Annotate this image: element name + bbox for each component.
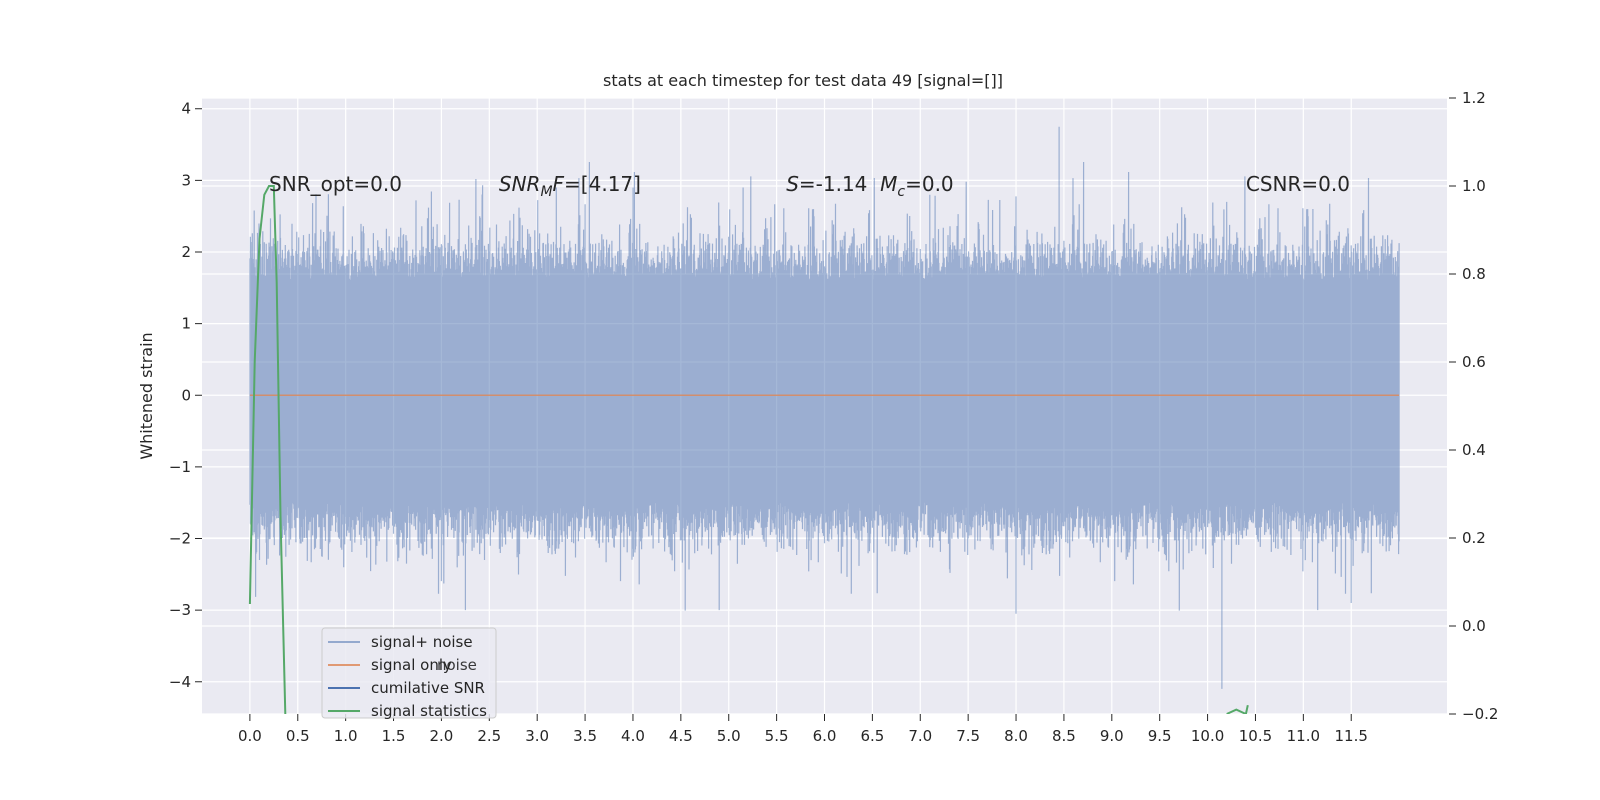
annotation-snr-opt: SNR_opt=0.0 (269, 172, 402, 196)
x-tick-label: 2.5 (477, 727, 501, 745)
x-tick-label: 0.5 (286, 727, 310, 745)
x-tick-label: 2.0 (429, 727, 453, 745)
y-tick-label: −3 (169, 601, 191, 619)
y-tick-label: −1 (169, 458, 191, 476)
x-tick-label: 6.5 (860, 727, 884, 745)
x-tick-label: 8.0 (1004, 727, 1028, 745)
signal-statistics-line-tail (1226, 704, 1249, 714)
y-tick-label: 0 (181, 386, 191, 404)
x-tick-label: 0.0 (238, 727, 262, 745)
y-tick-label: 1 (181, 315, 191, 333)
y-tick-label: 4 (181, 100, 191, 118)
legend-ghost-text: noise (437, 656, 477, 674)
legend-label: cumilative SNR (371, 679, 485, 697)
x-tick-label: 10.0 (1191, 727, 1224, 745)
y2-tick-label: 0.4 (1462, 441, 1486, 459)
y2-tick-label: 1.0 (1462, 177, 1486, 195)
y-axis-label: Whitened strain (137, 332, 156, 459)
annotation-csnr: CSNR=0.0 (1246, 172, 1350, 196)
x-tick-label: 5.0 (717, 727, 741, 745)
series-signal-noise (249, 126, 1400, 689)
x-tick-label: 10.5 (1239, 727, 1272, 745)
x-tick-label: 4.5 (669, 727, 693, 745)
x-tick-label: 7.0 (908, 727, 932, 745)
y2-tick-label: −0.2 (1462, 705, 1498, 723)
y2-tick-label: 1.2 (1462, 89, 1486, 107)
y2-tick-label: 0.8 (1462, 265, 1486, 283)
y-tick-label: 3 (181, 171, 191, 189)
x-tick-label: 11.0 (1287, 727, 1320, 745)
x-tick-label: 4.0 (621, 727, 645, 745)
plot-area: 4 3 2 1 0 −1 −2 −3 −4 1.2 1.0 0.8 0.6 0.4 0.2 0.0 −0.2 0.… (169, 89, 1499, 745)
legend-label: signal only (371, 656, 452, 674)
legend-box (321, 627, 497, 719)
signal-statistics-line (248, 185, 287, 714)
y-tick-label: 2 (181, 243, 191, 261)
signal-noise-line (249, 126, 1400, 689)
x-tick-label: 1.5 (382, 727, 406, 745)
y2-tick-label: 0.0 (1462, 617, 1486, 635)
series-signal-statistics (248, 185, 1249, 714)
x-tick-label: 6.0 (813, 727, 837, 745)
x-tick-label: 8.5 (1052, 727, 1076, 745)
x-tick-label: 7.5 (956, 727, 980, 745)
y-tick-label: −2 (169, 530, 191, 548)
legend-label: signal+ noise (371, 633, 473, 651)
x-tick-label: 9.5 (1148, 727, 1172, 745)
x-tick-label: 1.0 (334, 727, 358, 745)
annotation-snr-mf: SNRMF=[4.17] (499, 172, 641, 200)
x-tick-label: 3.0 (525, 727, 549, 745)
y2-tick-label: 0.2 (1462, 529, 1486, 547)
legend: noise signal+ noise signal only cumilative … (321, 627, 497, 720)
x-tick-label: 3.5 (573, 727, 597, 745)
annotation-s-mc: S=-1.14 Mc=0.0 (786, 172, 953, 200)
chart-title: stats at each timestep for test data 49 … (603, 71, 1003, 90)
legend-label: signal statistics (371, 702, 487, 720)
x-tick-label: 5.5 (765, 727, 789, 745)
x-tick-label: 11.5 (1335, 727, 1368, 745)
x-tick-label: 9.0 (1100, 727, 1124, 745)
y-tick-label: −4 (169, 673, 191, 691)
y2-tick-label: 0.6 (1462, 353, 1486, 371)
